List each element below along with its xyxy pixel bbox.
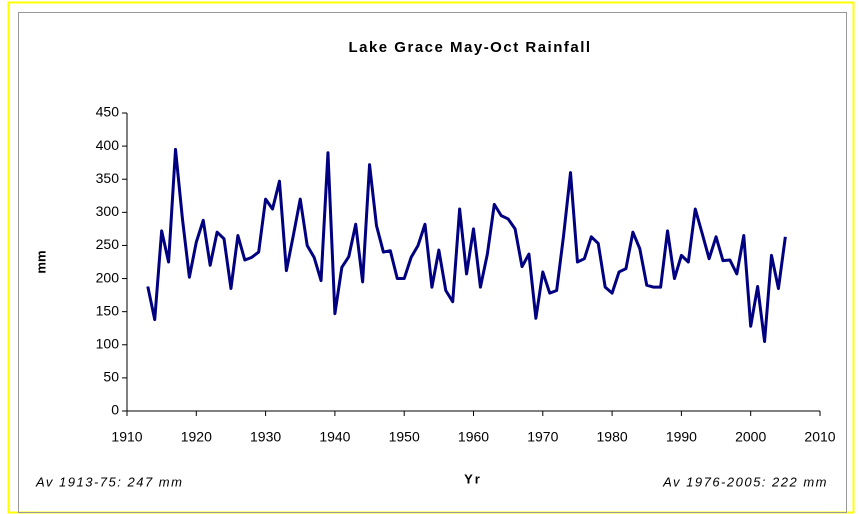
x-tick-label: 1920 [181, 429, 212, 445]
y-tick-label: 400 [96, 137, 120, 153]
y-tick-label: 0 [111, 402, 119, 418]
y-tick-label: 450 [96, 104, 120, 120]
x-tick-label: 1910 [111, 429, 142, 445]
y-tick-label: 50 [103, 369, 119, 385]
x-tick-label: 1990 [666, 429, 697, 445]
x-tick-label: 1960 [458, 429, 489, 445]
x-tick-label: 2010 [804, 429, 835, 445]
y-tick-label: 250 [96, 236, 120, 252]
x-tick-label: 1980 [597, 429, 628, 445]
x-axis-label: Yr [464, 471, 482, 486]
x-tick-label: 1930 [250, 429, 281, 445]
x-tick-label: 2000 [735, 429, 766, 445]
y-axis-label: mm [33, 250, 48, 273]
chart-title: Lake Grace May-Oct Rainfall [348, 39, 591, 56]
chart-frame [18, 12, 847, 513]
annotation: Av 1976-2005: 222 mm [662, 474, 828, 489]
y-tick-label: 150 [96, 302, 120, 318]
chart-border [7, 1, 855, 514]
x-tick-label: 1940 [319, 429, 350, 445]
x-tick-label: 1970 [527, 429, 558, 445]
x-tick-label: 1950 [389, 429, 420, 445]
y-tick-label: 100 [96, 335, 120, 351]
y-tick-label: 200 [96, 269, 120, 285]
data-line [146, 147, 787, 343]
y-tick-label: 300 [96, 203, 120, 219]
y-tick-label: 350 [96, 170, 120, 186]
annotation: Av 1913-75: 247 mm [35, 474, 183, 489]
